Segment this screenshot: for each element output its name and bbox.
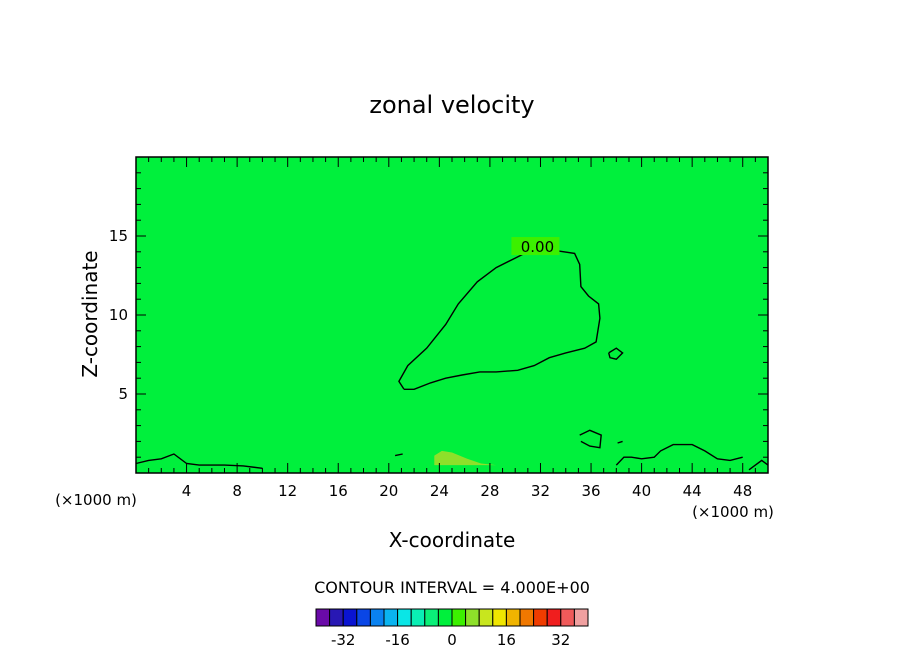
colorbar-swatch	[533, 608, 548, 627]
colorbar-tick-label: 32	[551, 631, 570, 649]
x-tick-label: 44	[683, 482, 702, 500]
colorbar-swatch	[465, 608, 480, 627]
colorbar-swatch	[519, 608, 535, 627]
colorbar-swatch	[573, 608, 589, 627]
colorbar-swatch	[410, 608, 426, 627]
x-tick-label: 24	[430, 482, 449, 500]
contour-region-positive-core	[398, 250, 600, 390]
x-unit-label-right: (×1000 m)	[692, 503, 774, 521]
y-axis-label: Z-coordinate	[78, 250, 102, 377]
x-tick-label: 20	[379, 482, 398, 500]
contour-line-zero	[398, 249, 601, 390]
x-tick-label: 8	[232, 482, 242, 500]
colorbar-swatch	[437, 608, 453, 627]
colorbar-swatch	[492, 608, 507, 627]
colorbar-swatch	[478, 608, 494, 627]
contour-line-zero	[748, 459, 769, 471]
x-unit-label-left: (×1000 m)	[55, 491, 137, 509]
contour-label-gap	[511, 237, 560, 256]
colorbar-tick-label: 0	[447, 631, 457, 649]
colorbar-swatch	[505, 608, 521, 627]
colorbar-swatch	[546, 608, 562, 627]
colorbar-tick-label: 16	[497, 631, 516, 649]
colorbar-swatch	[560, 608, 575, 627]
y-tick-label: 15	[109, 227, 128, 245]
colorbar-swatch	[451, 608, 467, 627]
x-axis-label: X-coordinate	[389, 528, 516, 552]
contour-interval-text: CONTOUR INTERVAL = 4.000E+00	[314, 578, 590, 597]
colorbar-swatch	[329, 608, 344, 627]
x-tick-label: 48	[733, 482, 752, 500]
contour-line-zero	[615, 443, 743, 466]
contour-region-bottom-lobe	[434, 450, 497, 466]
x-tick-label: 36	[581, 482, 600, 500]
colorbar-swatch	[356, 608, 371, 627]
x-tick-label: 28	[480, 482, 499, 500]
contour-line-zero	[617, 440, 623, 444]
chart-title: zonal velocity	[369, 91, 534, 119]
colorbar-swatch	[315, 608, 331, 627]
colorbar-swatch	[342, 608, 358, 627]
x-tick-label: 32	[531, 482, 550, 500]
x-tick-label: 4	[182, 482, 192, 500]
x-tick-label: 16	[329, 482, 348, 500]
contour-line-zero	[135, 453, 263, 469]
colorbar-tick-label: -16	[385, 631, 410, 649]
colorbar-swatch	[424, 608, 439, 627]
colorbar-swatch	[397, 608, 412, 627]
x-tick-label: 12	[278, 482, 297, 500]
contour-label: 0.00	[521, 238, 554, 256]
colorbar: -32 -16 0 16 32	[315, 608, 589, 649]
contour-line-zero	[579, 429, 602, 449]
contour-line-zero	[394, 453, 403, 457]
y-tick-label: 5	[118, 385, 128, 403]
x-tick-label: 40	[632, 482, 651, 500]
colorbar-swatch	[383, 608, 399, 627]
colorbar-swatch	[369, 608, 385, 627]
contour-line-zero	[608, 347, 624, 360]
y-tick-label: 10	[109, 306, 128, 324]
colorbar-tick-label: -32	[331, 631, 356, 649]
